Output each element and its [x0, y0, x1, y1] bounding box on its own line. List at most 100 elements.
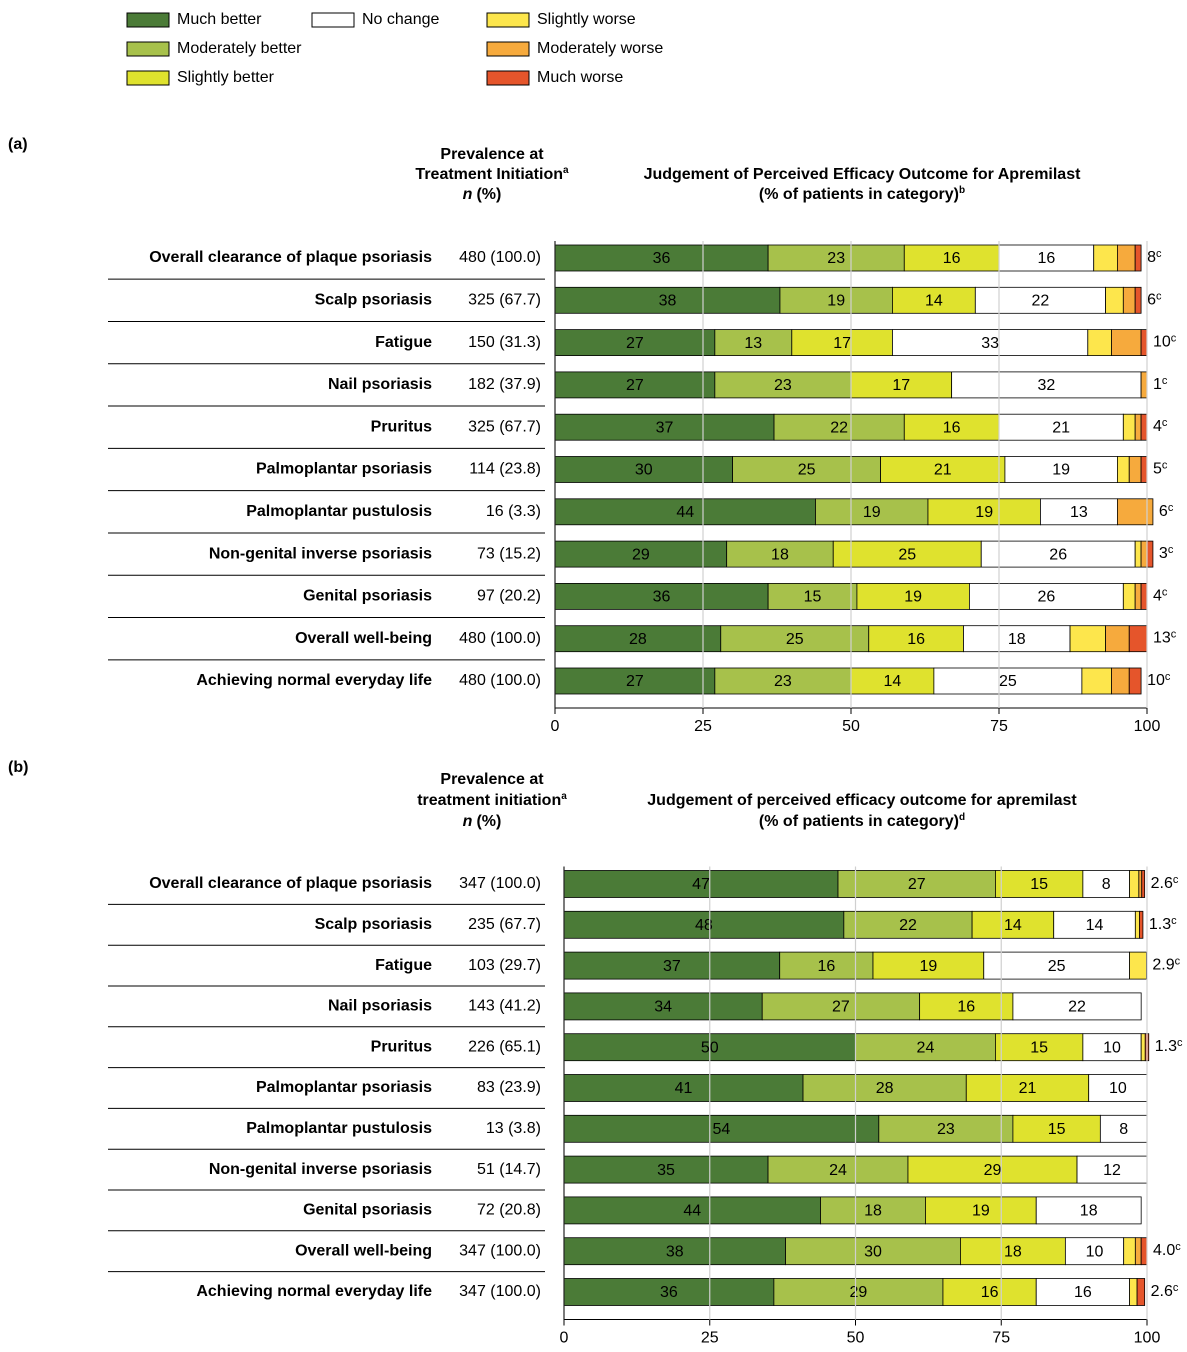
bar-segment [820, 1196, 926, 1225]
bar-segment [1082, 870, 1130, 898]
worse-total-label-part: c [1175, 956, 1181, 968]
prevalence-value: 16 (3.3) [486, 503, 541, 520]
prevalence-value: 480 (100.0) [459, 672, 541, 689]
bar-value-label: 15 [804, 589, 822, 606]
bar-segment [1129, 951, 1147, 980]
worse-total-label: 4.0c [1153, 1241, 1181, 1259]
bar-value-label: 21 [1019, 1080, 1037, 1097]
x-tick-label: 50 [842, 718, 860, 735]
bar-value-label: 14 [884, 673, 902, 690]
bar-segment [1081, 667, 1112, 695]
bar-segment [971, 910, 1055, 939]
bar-segment [554, 583, 769, 610]
bar-segment [1146, 540, 1154, 568]
bar-segment [903, 413, 1000, 441]
column-header: n (%) [463, 186, 502, 203]
chart-title: (% of patients in category)b [759, 185, 965, 204]
bar-segment [791, 329, 893, 357]
bar-segment [714, 371, 852, 399]
bar-value-label: 25 [999, 673, 1017, 690]
bar-value-label: 41 [675, 1080, 693, 1097]
bar-value-label: 18 [1008, 631, 1026, 648]
category-label: Palmoplantar pustulosis [246, 1120, 432, 1137]
category-label: Scalp psoriasis [315, 916, 432, 933]
bar-value-label: 26 [1049, 546, 1067, 563]
x-tick-label: 75 [992, 1330, 1010, 1347]
worse-total-label-part: 4 [1153, 588, 1162, 605]
bar-segment [1129, 1278, 1138, 1306]
bar-segment [1111, 667, 1130, 695]
bar-value-label: 27 [626, 335, 644, 352]
legend-label: Slightly better [177, 69, 275, 86]
legend-label: Moderately better [177, 40, 302, 57]
bar-segment [563, 1278, 775, 1306]
bar-value-label: 35 [657, 1162, 675, 1179]
bar-segment [1117, 456, 1130, 483]
worse-total-label-part: 1.3 [1155, 1038, 1177, 1055]
bar-segment [1093, 244, 1118, 272]
column-header-part: Treatment Initiation [415, 166, 563, 183]
category-label: Nail psoriasis [328, 998, 432, 1015]
bar-segment [554, 625, 722, 653]
bar-segment [878, 1114, 1014, 1143]
bar-value-label: 23 [937, 1121, 955, 1138]
bar-value-label: 19 [919, 958, 937, 975]
bar-segment [1140, 329, 1148, 357]
bar-value-label: 24 [829, 1162, 847, 1179]
panel-label: (b) [8, 759, 28, 776]
worse-total-label: 13c [1153, 629, 1177, 647]
legend-swatch [126, 41, 170, 57]
category-label: Pruritus [371, 418, 432, 435]
prevalence-value: 72 (20.8) [477, 1202, 541, 1219]
worse-total-label-part: 3 [1159, 545, 1168, 562]
bar-segment [995, 870, 1084, 898]
prevalence-value: 347 (100.0) [459, 1283, 541, 1300]
worse-total-label: 2.9c [1152, 956, 1180, 974]
category-label: Fatigue [375, 957, 432, 974]
bar-value-label: 30 [635, 462, 653, 479]
bar-value-label: 29 [984, 1162, 1002, 1179]
bar-segment [563, 1237, 786, 1266]
chart-title: Judgement of Perceived Efficacy Outcome … [644, 166, 1082, 183]
bar-segment [1134, 286, 1142, 314]
bar-segment [1040, 498, 1118, 526]
legend-swatch [126, 12, 170, 28]
worse-total-label-part: 2.6 [1151, 1283, 1173, 1300]
bar-segment [1128, 667, 1142, 695]
bar-value-label: 16 [957, 999, 975, 1016]
bar-segment [832, 540, 982, 568]
bar-value-label: 8 [1119, 1121, 1128, 1138]
worse-total-label: 8c [1147, 248, 1162, 266]
legend-label: Moderately worse [537, 40, 663, 57]
worse-total-label-part: 6 [1159, 503, 1168, 520]
chart-title-part: (% of patients in category) [759, 813, 959, 830]
bar-value-label: 18 [864, 1203, 882, 1220]
bar-value-label: 19 [863, 504, 881, 521]
prevalence-value: 347 (100.0) [459, 875, 541, 892]
legend-label: Much worse [537, 69, 623, 86]
x-tick-label: 25 [694, 718, 712, 735]
legend-swatch [486, 41, 530, 57]
column-header-part: (%) [476, 186, 501, 203]
legend-label: Slightly worse [537, 11, 636, 28]
bar-segment [767, 244, 905, 272]
worse-total-label-part: c [1156, 290, 1162, 302]
bar-value-label: 22 [899, 917, 917, 934]
bar-value-label: 48 [695, 917, 713, 934]
bar-segment [1069, 625, 1106, 653]
bar-value-label: 38 [659, 293, 677, 310]
worse-total-label-part: 4 [1153, 418, 1162, 435]
worse-total-label-part: 10 [1147, 672, 1165, 689]
bar-segment [919, 992, 1014, 1021]
bar-value-label: 14 [1086, 917, 1104, 934]
bar-segment [1140, 1033, 1146, 1062]
bar-segment [785, 1237, 961, 1266]
bar-segment [761, 992, 921, 1021]
worse-total-label-part: 13 [1153, 630, 1171, 647]
worse-total-label-part: 8 [1147, 249, 1156, 266]
bar-segment [767, 1155, 909, 1184]
bar-value-label: 16 [943, 250, 961, 267]
bar-segment [1129, 870, 1140, 898]
x-tick-label: 0 [551, 718, 560, 735]
bar-value-label: 28 [876, 1080, 894, 1097]
